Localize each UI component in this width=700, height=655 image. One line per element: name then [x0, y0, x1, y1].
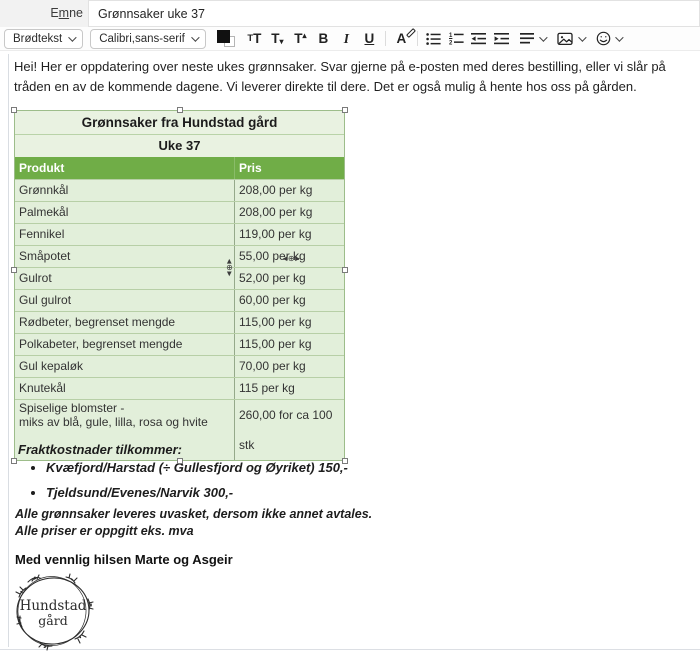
underline-button[interactable]: U — [364, 31, 375, 46]
table-resize-handle[interactable] — [342, 458, 348, 464]
numbered-list-icon: 1 2 — [448, 33, 464, 46]
table-resize-handle[interactable] — [177, 107, 183, 113]
svg-text:1: 1 — [449, 33, 453, 39]
list-item: Kvæfjord/Harstad (÷ Gullesfjord og Øyrik… — [46, 460, 348, 475]
table-header-pris: Pris — [234, 157, 344, 179]
table-row: Småpotet 55,00 per kg — [15, 245, 344, 267]
table-row: Rødbeter, begrenset mengde 115,00 per kg — [15, 311, 344, 333]
signature-line: Med vennlig hilsen Marte og Asgeir — [15, 552, 233, 567]
chevron-down-icon — [578, 32, 587, 42]
numbered-list-button[interactable]: 1 2 — [446, 29, 467, 49]
table-resize-handle[interactable] — [177, 458, 183, 464]
table-subtitle: Uke 37 — [15, 135, 344, 157]
paragraph-style-label: Brødtekst — [13, 32, 63, 45]
chevron-down-icon — [615, 32, 624, 42]
table-title: Grønnsaker fra Hundstad gård — [15, 111, 344, 135]
row-resize-cursor: ◄⊕► — [224, 257, 234, 277]
table-resize-handle[interactable] — [11, 458, 17, 464]
emoji-icon — [596, 31, 611, 46]
chevron-down-icon — [539, 32, 548, 42]
image-icon — [557, 32, 573, 45]
table-row: Knutekål 115 per kg — [15, 377, 344, 399]
decrease-indent-button[interactable] — [469, 29, 490, 49]
subject-input[interactable] — [88, 0, 700, 27]
svg-text:Hundstad: Hundstad — [20, 598, 87, 614]
font-family-dropdown[interactable]: Calibri,sans-serif — [90, 28, 206, 49]
subject-row: Emne — [0, 0, 700, 27]
message-body-editor[interactable]: Hei! Her er oppdatering over neste ukes … — [0, 51, 700, 655]
paragraph-style-dropdown[interactable]: Brødtekst — [4, 28, 84, 49]
table-row: Gulrot 52,00 per kg — [15, 267, 344, 289]
table-row: Grønnkål 208,00 per kg — [15, 179, 344, 201]
align-icon — [519, 33, 534, 44]
toolbar-separator — [416, 31, 418, 46]
shipping-costs-list: Kvæfjord/Harstad (÷ Gullesfjord og Øyrik… — [32, 460, 348, 510]
table-resize-handle[interactable] — [11, 107, 17, 113]
subject-field-label: Emne — [50, 6, 83, 20]
table-row: Gul gulrot 60,00 per kg — [15, 289, 344, 311]
increase-indent-button[interactable] — [492, 29, 513, 49]
table-row: Polkabeter, begrenset mengde 115,00 per … — [15, 333, 344, 355]
chevron-down-icon — [191, 32, 200, 42]
vat-note: Alle priser er oppgitt eks. mva — [15, 524, 194, 538]
decrease-indent-icon — [471, 32, 487, 44]
list-item: Tjeldsund/Evenes/Narvik 300,- — [46, 485, 348, 500]
table-header-row: Produkt Pris — [15, 157, 344, 179]
table-row: Palmekål 208,00 per kg — [15, 201, 344, 223]
editor-left-border — [8, 54, 9, 647]
font-color-button[interactable] — [216, 29, 237, 48]
increase-indent-icon — [494, 32, 510, 44]
font-family-label: Calibri,sans-serif — [99, 32, 185, 45]
price-table[interactable]: Grønnsaker fra Hundstad gård Uke 37 Prod… — [11, 107, 348, 464]
table-resize-handle[interactable] — [11, 267, 17, 273]
svg-text:gård: gård — [38, 613, 67, 628]
clear-formatting-button[interactable]: A — [391, 27, 416, 49]
alignment-dropdown[interactable] — [516, 29, 549, 49]
bullet-list-icon — [426, 32, 441, 45]
increase-font-size-button[interactable]: T ▴ — [294, 31, 307, 46]
column-resize-cursor: ◄⊕► — [281, 254, 302, 263]
bold-button[interactable]: B — [318, 31, 329, 46]
svg-text:2: 2 — [449, 40, 453, 45]
chevron-down-icon — [68, 32, 77, 42]
decrease-font-size-button[interactable]: T ▾ — [271, 31, 284, 46]
editor-bottom-border — [0, 649, 700, 650]
insert-image-dropdown[interactable] — [553, 29, 588, 49]
italic-button[interactable]: I — [343, 30, 349, 46]
table-row: Fennikel 119,00 per kg — [15, 223, 344, 245]
toolbar-separator — [384, 31, 386, 46]
bullet-list-button[interactable] — [423, 29, 444, 49]
table-header-produkt: Produkt — [19, 161, 65, 175]
eraser-icon — [405, 27, 416, 38]
table-row: Gul kepaløk 70,00 per kg — [15, 355, 344, 377]
table-resize-handle[interactable] — [342, 107, 348, 113]
hundstad-gard-logo: Hundstad gård — [15, 573, 94, 651]
font-color-swatch — [216, 29, 230, 43]
unwashed-note: Alle grønnsaker leveres uvasket, dersom … — [15, 507, 373, 521]
table-row: Spiselige blomster - miks av blå, gule, … — [15, 399, 344, 460]
intro-paragraph: Hei! Her er oppdatering over neste ukes … — [14, 59, 666, 94]
emoji-dropdown[interactable] — [592, 29, 625, 49]
table-resize-handle[interactable] — [342, 267, 348, 273]
shipping-costs-title: Fraktkostnader tilkommer: — [18, 442, 182, 457]
